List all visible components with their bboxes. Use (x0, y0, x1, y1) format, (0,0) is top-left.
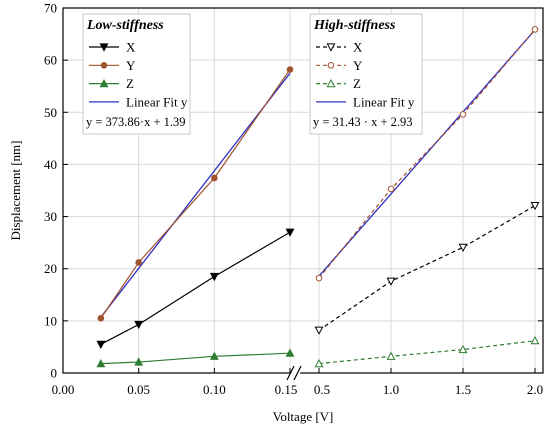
legend-box (309, 13, 423, 135)
legend-box (82, 13, 191, 135)
plot-frame (62, 7, 544, 374)
legend-label-y: Y (353, 58, 363, 73)
legend-marker-y (100, 62, 108, 69)
data-point-x (530, 202, 540, 211)
x-tick-label: 0.00 (52, 382, 75, 397)
data-point-x (209, 272, 219, 282)
series-line-z-low (100, 352, 291, 365)
y-tick-label: 0 (51, 366, 58, 381)
x-tick-label: 1.5 (455, 382, 471, 397)
legend-label-fit: Linear Fit y (126, 94, 188, 109)
fit-equation: y = 373.86·x + 1.39 (86, 115, 186, 129)
y-tick-label: 10 (44, 313, 57, 328)
legend-label-z: Z (353, 76, 361, 91)
y-tick-label: 60 (44, 53, 57, 68)
data-point-y (97, 314, 105, 322)
fit-line-high (318, 29, 536, 277)
data-point-z (386, 351, 396, 360)
x-axis-title: Voltage [V] (273, 409, 334, 424)
data-point-y (286, 66, 294, 73)
legend-label-x: X (126, 40, 136, 55)
y-tick-label: 40 (44, 157, 57, 172)
legend-high-stiffness: High-stiffness XYZ Linear Fit y y = 31.43 ·… (309, 13, 423, 135)
data-point-x (314, 326, 324, 335)
y-axis-title: Displacement [nm] (8, 141, 23, 241)
legend-label-x: X (353, 40, 363, 55)
x-tick-label: 0.10 (203, 382, 226, 397)
data-point-x (285, 228, 295, 237)
data-point-y (135, 259, 142, 266)
data-point-z (96, 358, 106, 368)
legend-label-z: Z (126, 76, 134, 91)
legend-title: High-stiffness (313, 18, 396, 33)
data-point-y (315, 274, 323, 282)
x-tick-label: 0.5 (314, 382, 330, 397)
legend-title: Low-stiffness (86, 18, 164, 33)
y-tick-label: 30 (44, 209, 57, 224)
axis-break-mark (293, 365, 302, 381)
data-point-x (386, 277, 396, 286)
legend-low-stiffness: Low-stiffness XYZ Linear Fit y y = 373.86·x… (82, 13, 191, 135)
series-line-x-high (318, 205, 536, 331)
x-tick-label: 2.0 (527, 382, 543, 397)
legend-marker-z (326, 78, 336, 88)
y-tick-label: 20 (44, 261, 57, 276)
series-line-x-low (100, 231, 291, 345)
series-line-y-low (100, 69, 291, 319)
data-point-y (459, 111, 467, 118)
axis-break-gap (291, 365, 300, 381)
data-point-y (211, 174, 218, 182)
data-point-x (96, 340, 106, 349)
data-point-x (134, 320, 144, 330)
data-point-y (387, 185, 395, 193)
data-point-y (531, 26, 539, 33)
y-tick-label: 50 (44, 105, 57, 120)
data-point-x (458, 243, 468, 252)
x-tick-label: 1.0 (383, 382, 399, 397)
y-tick-label: 70 (44, 1, 57, 16)
legend-marker-x (99, 43, 109, 52)
data-point-z (285, 348, 295, 357)
data-point-z (209, 351, 219, 360)
data-point-z (530, 336, 540, 345)
series-layer (96, 26, 540, 368)
x-tick-label: 0.05 (127, 382, 150, 397)
axes: 0 10 20 30 40 50 60 70 0.00 0.05 0.10 0.15 0.5 1.0 1.5… (44, 1, 544, 397)
data-point-z (458, 344, 468, 354)
legend-marker-x (326, 43, 336, 52)
series-line-y-high (318, 28, 536, 279)
legend-marker-y (327, 62, 335, 69)
legend-label-y: Y (126, 58, 136, 73)
legend-label-fit: Linear Fit y (353, 94, 415, 109)
legend-marker-z (99, 78, 109, 88)
fit-equation: y = 31.43 · x + 2.93 (313, 115, 413, 129)
data-point-z (134, 357, 144, 366)
x-tick-label: 0.15 (275, 382, 298, 397)
series-line-z-high (318, 340, 536, 365)
data-point-z (314, 358, 324, 368)
